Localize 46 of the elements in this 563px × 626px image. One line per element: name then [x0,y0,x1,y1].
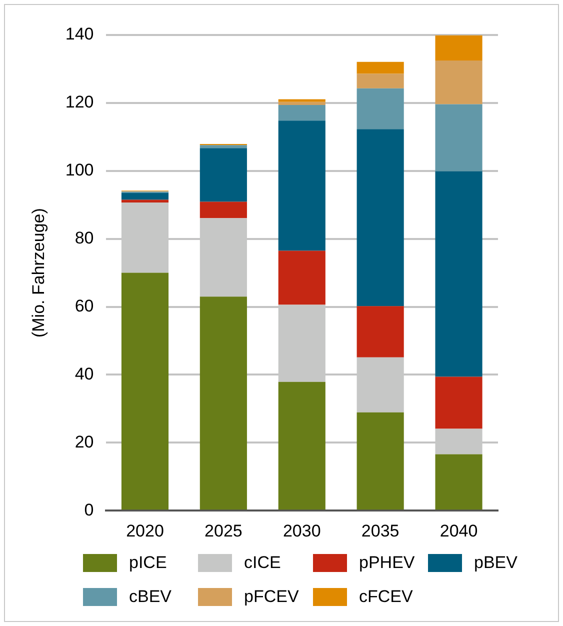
bar [435,454,482,510]
bar [435,104,482,172]
y-tick-label: 60 [74,296,94,316]
x-tick-label: 2020 [126,521,164,540]
y-tick-label: 100 [65,160,94,180]
bar [435,60,482,104]
bar [435,35,482,60]
bar [200,296,247,510]
legend-label: pFCEV [244,587,299,607]
bar [121,272,169,510]
bar [200,148,247,202]
bar [356,74,404,88]
bar [278,99,326,102]
legend-label: cICE [244,553,281,573]
y-tick-label: 20 [74,432,94,452]
y-axis-title: (Mio. Fahrzeuge) [28,208,48,338]
x-tick-label: 2030 [282,521,321,540]
bar [121,192,169,200]
legend-label: cBEV [129,587,172,607]
bar [200,145,247,148]
bar [356,412,404,510]
bar [278,104,326,121]
legend-label: pBEV [474,553,518,573]
legend-label: cFCEV [359,587,413,607]
bar [200,202,247,218]
bar [356,62,404,74]
bar [356,88,404,130]
x-tick-label: 2025 [204,521,242,540]
x-tick-label: 2035 [361,521,400,540]
y-tick-label: 140 [65,24,94,44]
bar [121,200,169,202]
bar [278,102,326,105]
bar [435,171,482,377]
y-tick-label: 0 [84,500,94,520]
y-tick-label: 80 [74,228,94,248]
y-tick-label: 120 [65,92,94,112]
bar [356,129,404,306]
legend-label: pPHEV [359,553,415,573]
bar [435,376,482,429]
legend-label: pICE [129,553,167,573]
bar [356,306,404,358]
bar [278,250,326,305]
bar [278,120,326,251]
x-tick-label: 2040 [440,521,478,540]
y-tick-label: 40 [74,364,94,384]
bar [278,382,326,510]
